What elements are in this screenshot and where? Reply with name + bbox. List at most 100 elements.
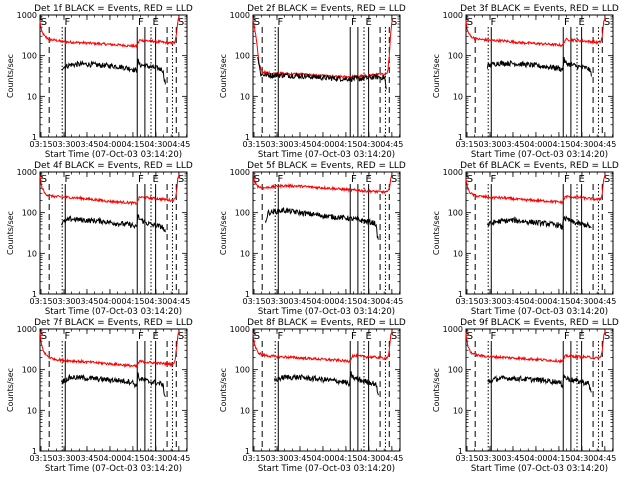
y-tick-label: 1 xyxy=(32,133,37,142)
events-series-line xyxy=(61,58,166,85)
plot-frame xyxy=(39,328,188,452)
x-tick-label: 04:45 xyxy=(593,140,616,149)
marker-label-f: F xyxy=(65,174,71,185)
x-tick-label: 03:45 xyxy=(75,454,98,463)
y-tick-label: 100 xyxy=(235,52,250,61)
x-tick-label: 03:45 xyxy=(288,454,311,463)
lld-series-line xyxy=(252,329,393,364)
events-series-line xyxy=(60,372,166,398)
x-tick-label: 03:30 xyxy=(478,140,501,149)
x-axis-label: Start Time (07-Oct-03 03:14:20) xyxy=(258,150,395,160)
x-axis-label: Start Time (07-Oct-03 03:14:20) xyxy=(45,150,182,160)
x-tick-label: 04:45 xyxy=(593,297,616,306)
plot-frame xyxy=(39,171,188,295)
marker-label-s: S xyxy=(178,17,184,28)
y-tick-label: 100 xyxy=(448,209,463,218)
x-tick-label: 04:30 xyxy=(357,297,380,306)
x-tick-label: 03:45 xyxy=(501,454,524,463)
marker-label-f: F xyxy=(278,331,284,342)
marker-label-e: E xyxy=(366,174,372,185)
marker-label-s: S xyxy=(391,174,397,185)
y-tick-label: 1000 xyxy=(17,11,37,20)
lld-series-line xyxy=(465,16,606,48)
marker-label-f: F xyxy=(138,174,144,185)
marker-label-f: F xyxy=(564,17,570,28)
x-tick-label: 03:45 xyxy=(288,140,311,149)
x-tick-label: 04:30 xyxy=(144,140,167,149)
marker-label-e: E xyxy=(579,331,585,342)
marker-label-f: F xyxy=(564,331,570,342)
x-tick-label: 04:30 xyxy=(570,140,593,149)
x-tick-label: 04:45 xyxy=(167,454,190,463)
x-tick-label: 04:00 xyxy=(524,454,547,463)
x-tick-label: 03:30 xyxy=(265,297,288,306)
marker-label-s: S xyxy=(41,17,47,28)
x-tick-label: 04:15 xyxy=(334,140,357,149)
x-axis-label: Start Time (07-Oct-03 03:14:20) xyxy=(258,307,395,317)
marker-label-s: S xyxy=(178,174,184,185)
x-tick-label: 03:30 xyxy=(52,454,75,463)
panel-title: Det 9f BLACK = Events, RED = LLD xyxy=(460,318,619,328)
y-tick-label: 10 xyxy=(240,406,250,415)
y-tick-label: 100 xyxy=(22,52,37,61)
marker-label-e: E xyxy=(153,17,159,28)
x-tick-label: 03:15 xyxy=(242,297,265,306)
y-tick-label: 100 xyxy=(448,366,463,375)
panel-title: Det 3f BLACK = Events, RED = LLD xyxy=(460,4,619,14)
y-axis-label: Counts/sec xyxy=(432,54,441,98)
x-tick-label: 04:30 xyxy=(570,297,593,306)
x-tick-label: 04:00 xyxy=(311,140,334,149)
x-tick-label: 03:15 xyxy=(455,454,478,463)
y-axis-label: Counts/sec xyxy=(219,54,228,98)
x-tick-label: 03:30 xyxy=(478,454,501,463)
marker-label-f: F xyxy=(351,17,357,28)
panel-det-8: Det 8f BLACK = Events, RED = LLD 1 10 100 10… xyxy=(219,318,406,474)
y-tick-label: 1000 xyxy=(443,168,463,177)
panel-title: Det 4f BLACK = Events, RED = LLD xyxy=(34,161,193,171)
marker-label-f: F xyxy=(491,17,497,28)
x-tick-label: 04:30 xyxy=(144,454,167,463)
x-tick-label: 03:30 xyxy=(52,297,75,306)
marker-label-e: E xyxy=(579,17,585,28)
marker-label-e: E xyxy=(366,17,372,28)
panel-title: Det 6f BLACK = Events, RED = LLD xyxy=(460,161,619,171)
y-tick-label: 1 xyxy=(458,133,463,142)
plot-frame xyxy=(465,171,614,295)
y-tick-label: 1 xyxy=(245,447,250,456)
y-tick-label: 100 xyxy=(235,209,250,218)
x-tick-label: 03:45 xyxy=(75,297,98,306)
marker-label-f: F xyxy=(351,331,357,342)
y-axis-label: Counts/sec xyxy=(432,368,441,412)
y-axis-label: Counts/sec xyxy=(432,211,441,255)
x-tick-label: 04:15 xyxy=(547,297,570,306)
marker-label-s: S xyxy=(391,17,397,28)
y-tick-label: 10 xyxy=(27,406,37,415)
events-series-line xyxy=(264,207,379,240)
marker-label-e: E xyxy=(366,331,372,342)
marker-label-s: S xyxy=(254,174,260,185)
x-tick-label: 03:30 xyxy=(265,140,288,149)
y-tick-label: 1 xyxy=(458,290,463,299)
lld-series-line xyxy=(39,16,180,49)
marker-label-f: F xyxy=(65,331,71,342)
y-tick-label: 10 xyxy=(453,406,463,415)
marker-label-s: S xyxy=(604,331,610,342)
x-tick-label: 03:15 xyxy=(455,297,478,306)
events-series-line xyxy=(60,214,166,233)
x-axis-label: Start Time (07-Oct-03 03:14:20) xyxy=(471,307,608,317)
marker-label-f: F xyxy=(564,174,570,185)
y-tick-label: 1000 xyxy=(443,11,463,20)
x-tick-label: 03:15 xyxy=(455,140,478,149)
y-axis-label: Counts/sec xyxy=(6,368,15,412)
panel-title: Det 2f BLACK = Events, RED = LLD xyxy=(247,4,406,14)
marker-label-s: S xyxy=(604,17,610,28)
x-tick-label: 04:15 xyxy=(121,140,144,149)
marker-label-s: S xyxy=(467,331,473,342)
x-tick-label: 04:45 xyxy=(380,454,403,463)
panel-title: Det 8f BLACK = Events, RED = LLD xyxy=(247,318,406,328)
plot-frame xyxy=(252,171,401,295)
x-tick-label: 03:30 xyxy=(265,454,288,463)
x-axis-label: Start Time (07-Oct-03 03:14:20) xyxy=(471,150,608,160)
marker-label-s: S xyxy=(41,174,47,185)
y-axis-label: Counts/sec xyxy=(6,211,15,255)
